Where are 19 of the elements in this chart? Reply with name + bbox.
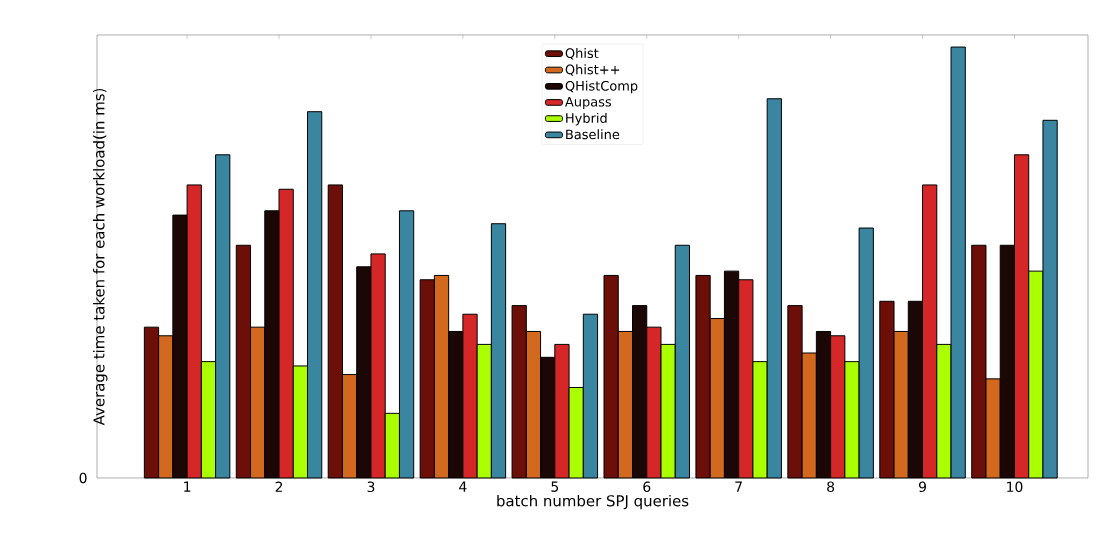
x-tick-label: 2 xyxy=(275,481,283,492)
x-tick-label: 5 xyxy=(551,481,559,492)
legend-label: Aupass xyxy=(565,96,612,110)
x-tick-label: 4 xyxy=(459,481,467,492)
x-tick-label: 10 xyxy=(1007,481,1023,493)
x-tick-label: 1 xyxy=(184,481,191,492)
text: 0 xyxy=(79,472,87,484)
x-tick-label: 7 xyxy=(735,481,742,492)
legend-label: Qhist++ xyxy=(565,64,620,76)
legend-label: Qhist xyxy=(565,48,599,60)
legend-label: QHistComp xyxy=(565,80,638,94)
x-tick-label: 3 xyxy=(367,481,375,493)
x-tick-label: 8 xyxy=(827,481,835,493)
y-axis-title: Average time taken for each workload(in ms) xyxy=(93,88,108,426)
x-tick-label: 6 xyxy=(643,481,651,493)
legend-label: Baseline xyxy=(566,129,620,140)
legend-label: Hybrid xyxy=(566,112,607,126)
x-axis-title: batch number SPJ queries xyxy=(497,494,689,510)
x-tick-label: 9 xyxy=(918,481,926,493)
